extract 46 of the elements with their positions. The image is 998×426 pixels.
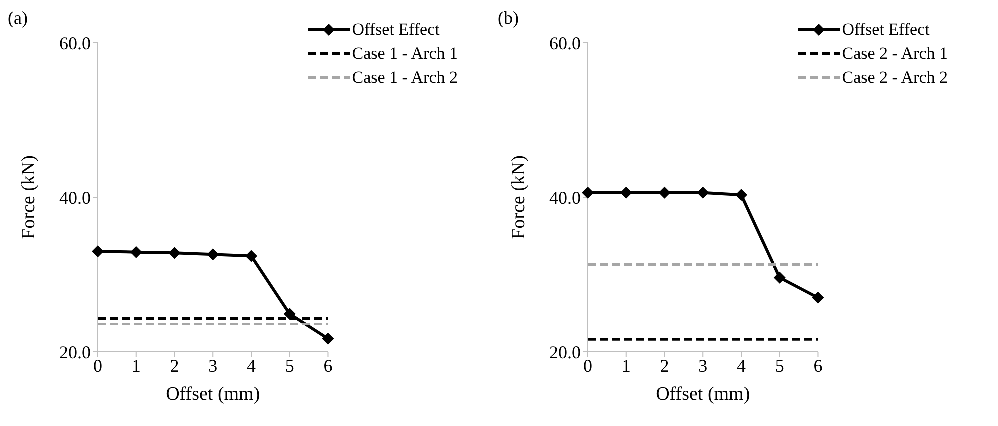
point bbox=[735, 189, 748, 202]
y-tick-label: 40.0 bbox=[60, 188, 91, 208]
point bbox=[168, 247, 181, 260]
point bbox=[284, 308, 296, 320]
point bbox=[130, 246, 142, 258]
x-tick-label: 2 bbox=[170, 356, 180, 376]
x-tick-label: 1 bbox=[132, 356, 141, 376]
x-tick-label: 3 bbox=[208, 356, 218, 376]
y-tick-label: 40.0 bbox=[550, 188, 581, 208]
legend-label: Offset Effect bbox=[352, 20, 440, 40]
point bbox=[582, 186, 594, 199]
point bbox=[697, 186, 710, 199]
x-tick-label: 5 bbox=[285, 356, 294, 376]
x-axis-title: Offset (mm) bbox=[166, 384, 260, 405]
point bbox=[92, 246, 104, 258]
x-tick-label: 6 bbox=[814, 356, 823, 376]
x-tick-label: 0 bbox=[584, 356, 592, 376]
x-tick-label: 4 bbox=[246, 356, 256, 376]
point bbox=[207, 248, 220, 261]
y-tick-label: 20.0 bbox=[60, 342, 91, 362]
point bbox=[245, 250, 258, 262]
legend-label: Case 2 - Arch 1 bbox=[842, 44, 948, 64]
x-tick-label: 1 bbox=[622, 356, 631, 376]
y-axis-title: Force (kN) bbox=[18, 156, 40, 240]
x-tick-label: 6 bbox=[324, 356, 333, 376]
x-tick-label: 0 bbox=[94, 356, 102, 376]
point bbox=[812, 292, 824, 304]
y-tick-label: 20.0 bbox=[550, 342, 581, 362]
x-tick-label: 2 bbox=[660, 356, 670, 376]
point bbox=[658, 186, 671, 199]
chart-title: (a) bbox=[8, 8, 28, 29]
y-axis-title: Force (kN) bbox=[508, 156, 530, 240]
x-tick-label: 5 bbox=[775, 356, 784, 376]
point bbox=[620, 186, 632, 199]
point bbox=[322, 332, 334, 345]
legend-label: Case 1 - Arch 1 bbox=[352, 44, 458, 64]
chart-title: (b) bbox=[498, 8, 519, 29]
x-axis-title: Offset (mm) bbox=[656, 384, 750, 405]
legend-label: Case 1 - Arch 2 bbox=[352, 68, 458, 88]
point bbox=[774, 272, 786, 284]
legend-label: Case 2 - Arch 2 bbox=[842, 68, 948, 88]
legend-label: Offset Effect bbox=[842, 20, 930, 40]
y-tick-label: 60.0 bbox=[550, 33, 581, 54]
x-tick-label: 4 bbox=[736, 356, 746, 376]
y-tick-label: 60.0 bbox=[60, 33, 91, 54]
x-tick-label: 3 bbox=[698, 356, 708, 376]
